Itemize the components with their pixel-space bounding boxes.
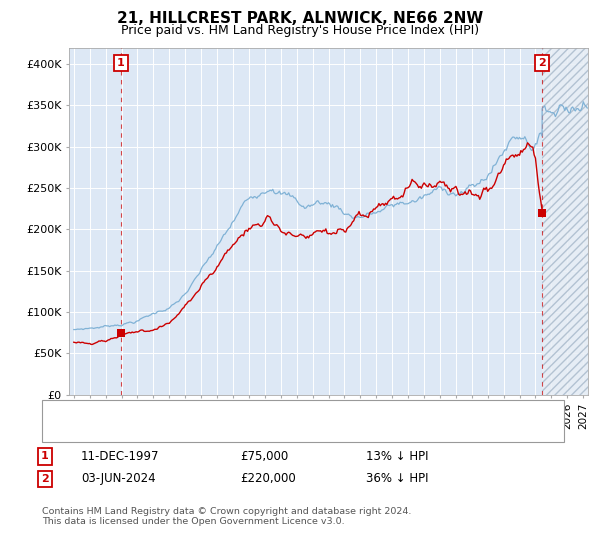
Text: 2: 2 <box>538 58 546 68</box>
Text: 36% ↓ HPI: 36% ↓ HPI <box>366 472 428 486</box>
Text: 03-JUN-2024: 03-JUN-2024 <box>81 472 155 486</box>
Text: 11-DEC-1997: 11-DEC-1997 <box>81 450 160 463</box>
Text: 21, HILLCREST PARK, ALNWICK, NE66 2NW (detached house): 21, HILLCREST PARK, ALNWICK, NE66 2NW (d… <box>90 407 424 417</box>
Text: £220,000: £220,000 <box>240 472 296 486</box>
Text: HPI: Average price, detached house, Northumberland: HPI: Average price, detached house, Nort… <box>90 426 382 436</box>
Text: 1: 1 <box>117 58 124 68</box>
Text: 13% ↓ HPI: 13% ↓ HPI <box>366 450 428 463</box>
Text: 21, HILLCREST PARK, ALNWICK, NE66 2NW: 21, HILLCREST PARK, ALNWICK, NE66 2NW <box>117 11 483 26</box>
Text: Price paid vs. HM Land Registry's House Price Index (HPI): Price paid vs. HM Land Registry's House … <box>121 24 479 36</box>
Text: 1: 1 <box>41 451 49 461</box>
Text: £75,000: £75,000 <box>240 450 288 463</box>
Text: 2: 2 <box>41 474 49 484</box>
Bar <box>542 48 588 395</box>
Text: Contains HM Land Registry data © Crown copyright and database right 2024.
This d: Contains HM Land Registry data © Crown c… <box>42 507 412 526</box>
